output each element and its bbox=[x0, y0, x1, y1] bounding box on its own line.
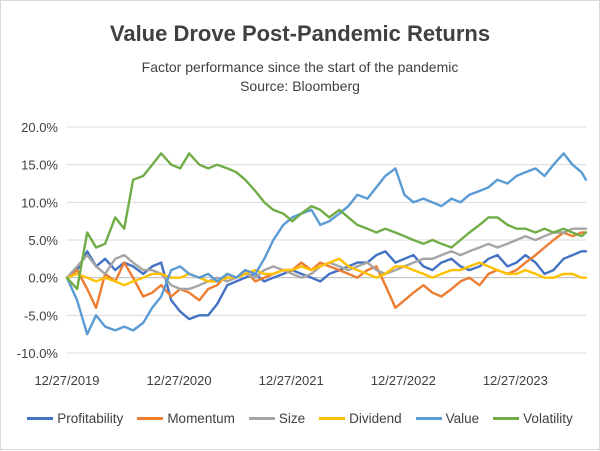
chart-subtitle: Factor performance since the start of th… bbox=[141, 59, 459, 75]
x-tick-label: 12/27/2023 bbox=[483, 373, 548, 388]
y-tick-label: -5.0% bbox=[24, 308, 58, 323]
chart-title: Value Drove Post-Pandemic Returns bbox=[109, 21, 491, 46]
x-tick-label: 12/27/2020 bbox=[147, 373, 212, 388]
legend-label: Size bbox=[278, 411, 306, 426]
y-tick-label: 5.0% bbox=[28, 233, 58, 248]
y-tick-label: -10.0% bbox=[17, 346, 59, 361]
series-line-volatility bbox=[65, 152, 588, 291]
legend-item-value: Value bbox=[415, 411, 480, 426]
legend-swatch bbox=[493, 417, 520, 420]
legend-label: Value bbox=[445, 411, 480, 426]
legend-swatch bbox=[415, 417, 442, 420]
series-line-dividend bbox=[65, 257, 588, 287]
y-tick-label: 15.0% bbox=[21, 158, 58, 173]
chart-source: Source: Bloomberg bbox=[240, 78, 360, 94]
y-tick-label: 10.0% bbox=[21, 195, 58, 210]
y-tick-label: 20.0% bbox=[21, 120, 58, 135]
legend: Profitability Momentum Size Dividend Value Vo… bbox=[1, 411, 599, 426]
legend-item-momentum: Momentum bbox=[137, 411, 235, 426]
legend-item-dividend: Dividend bbox=[319, 411, 402, 426]
x-tick-label: 12/27/2022 bbox=[371, 373, 436, 388]
legend-item-volatility: Volatility bbox=[493, 411, 573, 426]
series-line-size bbox=[65, 227, 588, 291]
legend-item-profitability: Profitability bbox=[27, 411, 123, 426]
x-tick-label: 12/27/2021 bbox=[259, 373, 324, 388]
legend-swatch bbox=[137, 417, 164, 420]
series-line-profitability bbox=[65, 250, 588, 321]
x-tick-label: 12/27/2019 bbox=[34, 373, 99, 388]
legend-label: Profitability bbox=[57, 411, 124, 426]
legend-item-size: Size bbox=[248, 411, 306, 426]
y-tick-label: 0.0% bbox=[28, 271, 58, 286]
legend-swatch bbox=[27, 417, 54, 420]
legend-label: Dividend bbox=[349, 411, 402, 426]
legend-label: Volatility bbox=[523, 411, 573, 426]
legend-label: Momentum bbox=[167, 411, 235, 426]
legend-swatch bbox=[248, 417, 275, 420]
series-line-value bbox=[65, 152, 588, 336]
legend-swatch bbox=[319, 417, 346, 420]
